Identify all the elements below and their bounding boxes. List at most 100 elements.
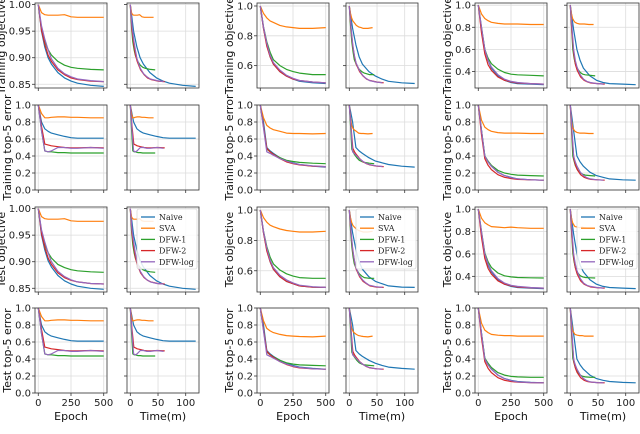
x-tick-label: 250 <box>61 398 80 409</box>
y-axis-label: Training top-5 error <box>441 94 454 201</box>
x-tick-label: 100 <box>616 398 635 409</box>
y-tick-label: 0.8 <box>455 227 471 238</box>
y-tick-label: 0.85 <box>9 80 31 91</box>
y-tick-label: 0.8 <box>455 321 471 332</box>
y-tick-label: 0.6 <box>15 135 31 146</box>
legend-label-sva: SVA <box>378 224 395 233</box>
series-line-naive <box>569 104 636 181</box>
y-tick-label: 0.4 <box>455 152 471 163</box>
y-tick-label: 0.6 <box>237 266 253 277</box>
series-line-dfw-log <box>37 208 104 285</box>
y-tick-label: 0.0 <box>15 389 31 400</box>
series-line-dfw-log <box>348 209 383 288</box>
series-line-sva <box>37 104 104 119</box>
y-tick-label: 0.90 <box>9 53 31 64</box>
y-tick-label: 0.0 <box>237 186 253 197</box>
y-tick-label: 0.4 <box>15 152 31 163</box>
axes-frame <box>345 2 419 89</box>
x-tick-label: 0 <box>567 398 573 409</box>
series-line-dfw-log <box>477 307 544 384</box>
y-tick-label: 1.0 <box>455 205 471 216</box>
y-tick-label: 0.6 <box>455 45 471 56</box>
x-tick-label: 50 <box>592 398 605 409</box>
x-tick-label: 50 <box>152 398 165 409</box>
series-line-sva <box>37 307 104 322</box>
y-tick-label: 0.8 <box>237 118 253 129</box>
y-axis-label: Training objective <box>223 0 236 95</box>
series-line-naive <box>569 5 636 86</box>
legend: Naive SVA DFW-1 DFW-2 DFW-log <box>355 208 417 270</box>
axes-frame <box>566 104 640 191</box>
series-line-sva <box>477 208 544 229</box>
panel-g2-r4-epoch: 0 250 500 0.0 0.2 0.4 0.6 0.8 1.0 Epoch Test top-5… <box>223 304 335 424</box>
legend-label-dfw-log: DFW-log <box>378 258 413 267</box>
series-line-naive <box>348 5 415 85</box>
series-line-dfw-log <box>259 5 326 84</box>
series-line-dfw-log <box>477 5 544 85</box>
axes-frame <box>345 206 419 293</box>
x-tick-label: 250 <box>501 398 520 409</box>
y-axis-label: Training objective <box>0 0 8 95</box>
panel-g3-r2-time <box>564 104 640 193</box>
series-line-dfw-2 <box>348 5 384 84</box>
y-tick-label: 0.8 <box>237 236 253 247</box>
y-tick-label: 1.0 <box>237 101 253 112</box>
series-line-dfw-log <box>129 104 164 153</box>
y-tick-label: 0.95 <box>9 27 31 38</box>
legend-label-naive: Naive <box>599 213 623 222</box>
series-line-dfw-log <box>348 5 383 84</box>
series-line-sva <box>477 104 544 135</box>
panel-g2-r1-time <box>343 2 419 91</box>
y-axis-label: Test objective <box>223 212 236 289</box>
x-tick-label: 500 <box>534 398 553 409</box>
legend-label-dfw-2: DFW-2 <box>378 247 405 256</box>
series-line-sva <box>259 307 326 338</box>
series-line-dfw-log <box>477 104 544 181</box>
y-tick-label: 1.0 <box>455 304 471 315</box>
axes-frame <box>126 206 200 293</box>
axes-frame <box>566 206 640 293</box>
series-line-sva <box>129 104 154 119</box>
y-tick-label: 0.0 <box>15 186 31 197</box>
y-tick-label: 0.2 <box>455 372 471 383</box>
y-axis-label: Training objective <box>441 0 454 95</box>
y-tick-label: 1.00 <box>9 0 31 11</box>
y-axis-label: Test top-5 error <box>441 308 454 394</box>
panel-g2-r2-time <box>343 104 419 193</box>
series-line-sva <box>348 104 373 135</box>
series-line-dfw-1 <box>348 5 375 76</box>
y-tick-label: 0.4 <box>15 355 31 366</box>
series-line-dfw-log <box>569 104 604 181</box>
series-line-naive <box>348 307 415 370</box>
y-tick-label: 0.2 <box>15 169 31 180</box>
series-line-dfw-1 <box>569 307 596 378</box>
y-tick-label: 0.95 <box>9 231 31 242</box>
panel-g2-r3-time: Naive SVA DFW-1 DFW-2 DFW-log <box>343 206 419 295</box>
y-tick-label: 0.0 <box>237 389 253 400</box>
series-line-dfw-1 <box>129 104 156 154</box>
y-tick-label: 0.4 <box>237 355 253 366</box>
x-tick-label: 0 <box>257 398 263 409</box>
series-line-dfw-log <box>569 5 604 85</box>
legend-label-sva: SVA <box>599 224 616 233</box>
series-line-dfw-log <box>259 104 326 168</box>
series-line-sva <box>569 5 594 26</box>
series-line-sva <box>259 209 326 233</box>
x-tick-label: 500 <box>316 398 335 409</box>
panel-g1-r4-epoch: 0 250 500 0.0 0.2 0.4 0.6 0.8 1.0 Epoch Test top-5… <box>1 304 113 424</box>
legend-label-dfw-1: DFW-1 <box>599 235 626 244</box>
series-line-sva <box>569 307 594 337</box>
axes-frame <box>345 104 419 191</box>
series-line-naive <box>129 4 196 87</box>
y-tick-label: 0.6 <box>237 135 253 146</box>
x-axis-label: Epoch <box>276 410 310 423</box>
y-tick-label: 0.8 <box>15 118 31 129</box>
series-line-dfw-log <box>259 307 326 370</box>
